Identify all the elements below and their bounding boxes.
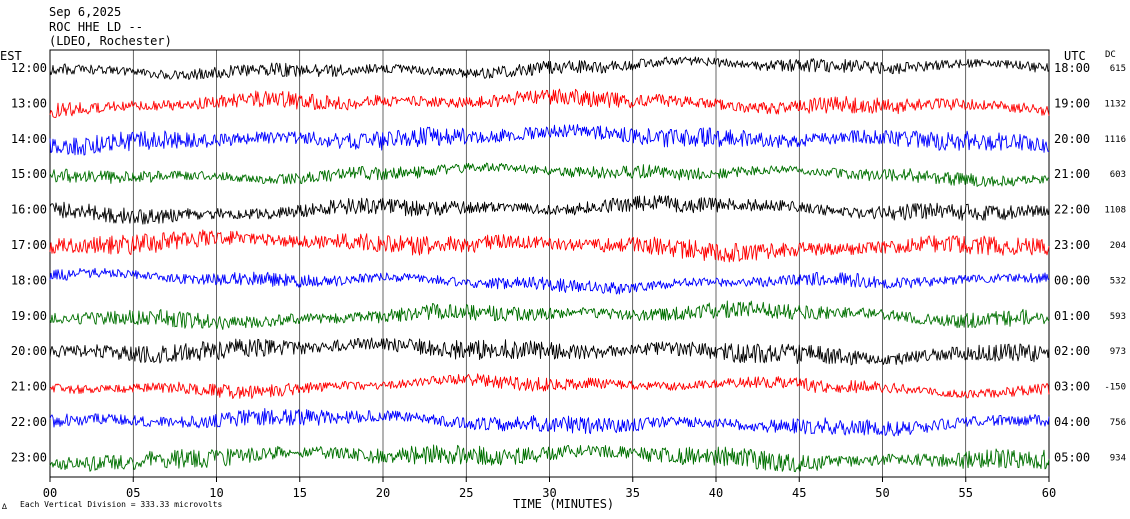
utc-hour-label: 20:00 bbox=[1054, 132, 1090, 146]
utc-hour-label: 04:00 bbox=[1054, 415, 1090, 429]
hour-labels: 12:00 18:00 615 13:00 19:00 1132 14:00 20:00 111… bbox=[11, 61, 1126, 464]
corner-mark: ∆ bbox=[1, 502, 7, 511]
est-hour-label: 15:00 bbox=[11, 167, 47, 181]
dc-offset-label: 532 bbox=[1110, 276, 1126, 286]
utc-hour-label: 00:00 bbox=[1054, 273, 1090, 287]
dc-offset-label: 1108 bbox=[1104, 206, 1126, 216]
x-tick-label: 25 bbox=[459, 486, 473, 500]
utc-hour-label: 18:00 bbox=[1054, 61, 1090, 75]
est-hour-label: 17:00 bbox=[11, 238, 47, 252]
utc-hour-label: 02:00 bbox=[1054, 344, 1090, 358]
trace-line bbox=[49, 444, 1050, 473]
utc-hour-label: 05:00 bbox=[1054, 450, 1090, 464]
est-hour-label: 19:00 bbox=[11, 309, 47, 323]
est-hour-label: 23:00 bbox=[11, 450, 47, 464]
trace-line bbox=[49, 373, 1050, 399]
trace-line bbox=[49, 408, 1050, 437]
station-code: ROC HHE LD -- bbox=[49, 20, 143, 34]
x-tick-label: 10 bbox=[209, 486, 223, 500]
trace-lines bbox=[49, 56, 1050, 473]
trace-line bbox=[49, 162, 1050, 187]
est-hour-label: 20:00 bbox=[11, 344, 47, 358]
x-tick-label: 35 bbox=[626, 486, 640, 500]
x-tick-label: 20 bbox=[376, 486, 390, 500]
x-axis-title: TIME (MINUTES) bbox=[513, 497, 614, 511]
x-tick-label: 00 bbox=[43, 486, 57, 500]
est-hour-label: 18:00 bbox=[11, 273, 47, 287]
est-hour-label: 22:00 bbox=[11, 415, 47, 429]
trace-line bbox=[49, 229, 1050, 263]
dc-offset-label: 603 bbox=[1110, 170, 1126, 180]
est-hour-label: 14:00 bbox=[11, 132, 47, 146]
x-tick-label: 40 bbox=[709, 486, 723, 500]
trace-line bbox=[49, 337, 1050, 366]
dc-offset-label: 593 bbox=[1110, 312, 1126, 322]
est-axis-label: EST bbox=[0, 49, 22, 63]
utc-hour-label: 19:00 bbox=[1054, 96, 1090, 110]
x-tick-label: 30 bbox=[542, 486, 556, 500]
dc-offset-label: 973 bbox=[1110, 347, 1126, 357]
x-tick-label: 45 bbox=[792, 486, 806, 500]
x-tick-label: 15 bbox=[293, 486, 307, 500]
trace-line bbox=[49, 267, 1050, 295]
minute-gridlines bbox=[49, 50, 1050, 482]
trace-line bbox=[49, 300, 1050, 330]
trace-line bbox=[49, 124, 1049, 156]
dc-offset-label: 204 bbox=[1110, 241, 1126, 251]
utc-hour-label: 23:00 bbox=[1054, 238, 1090, 252]
dc-axis-label: DC bbox=[1105, 50, 1116, 60]
dc-offset-label: -150 bbox=[1104, 383, 1126, 393]
est-hour-label: 12:00 bbox=[11, 61, 47, 75]
record-date: Sep 6,2025 bbox=[49, 5, 121, 19]
trace-line bbox=[49, 88, 1050, 118]
utc-hour-label: 21:00 bbox=[1054, 167, 1090, 181]
trace-line bbox=[49, 195, 1050, 225]
dc-offset-label: 756 bbox=[1110, 418, 1126, 428]
est-hour-label: 16:00 bbox=[11, 203, 47, 217]
utc-axis-label: UTC bbox=[1064, 49, 1086, 63]
time-tick-labels: 00 05 10 15 20 25 30 35 40 45 50 55 60 bbox=[43, 486, 1056, 500]
dc-offset-label: 934 bbox=[1110, 453, 1126, 463]
x-tick-label: 50 bbox=[875, 486, 889, 500]
utc-hour-label: 22:00 bbox=[1054, 203, 1090, 217]
scale-note: Each Vertical Division = 333.33 microvol… bbox=[20, 500, 222, 509]
x-tick-label: 55 bbox=[959, 486, 973, 500]
est-hour-label: 13:00 bbox=[11, 96, 47, 110]
x-tick-label: 60 bbox=[1042, 486, 1056, 500]
dc-offset-label: 1132 bbox=[1104, 99, 1126, 109]
trace-line bbox=[49, 56, 1050, 80]
utc-hour-label: 03:00 bbox=[1054, 380, 1090, 394]
utc-hour-label: 01:00 bbox=[1054, 309, 1090, 323]
dc-offset-label: 1116 bbox=[1104, 135, 1126, 145]
est-hour-label: 21:00 bbox=[11, 380, 47, 394]
dc-offset-label: 615 bbox=[1110, 64, 1126, 74]
x-tick-label: 05 bbox=[126, 486, 140, 500]
station-location: (LDEO, Rochester) bbox=[49, 34, 172, 48]
